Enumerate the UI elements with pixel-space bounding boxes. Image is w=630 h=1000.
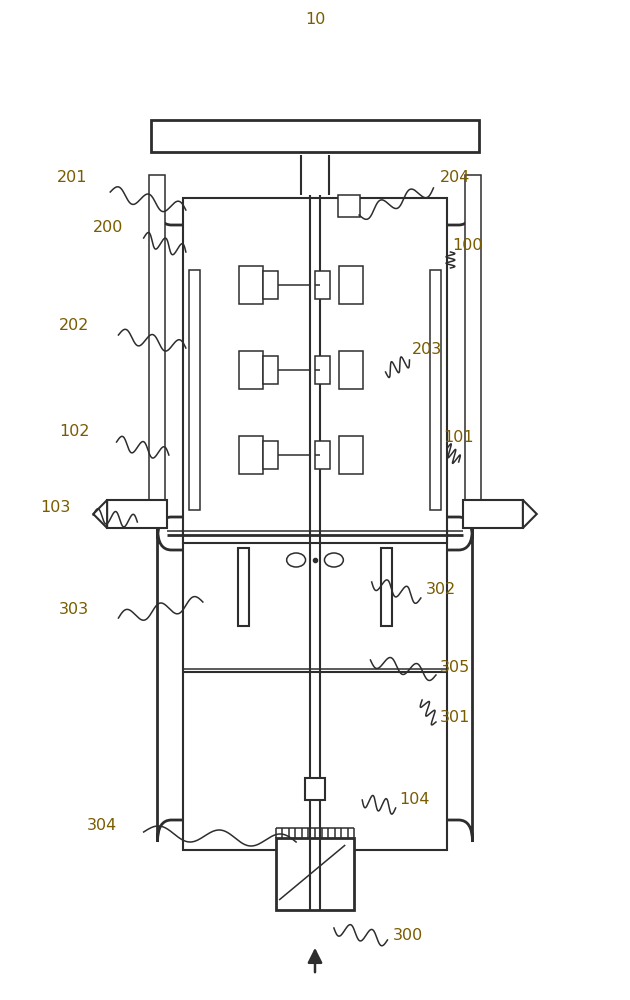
Text: 201: 201: [57, 170, 88, 185]
Ellipse shape: [324, 553, 343, 567]
Text: 302: 302: [426, 582, 456, 597]
Bar: [149, 175, 165, 528]
Text: 301: 301: [440, 710, 470, 726]
Bar: [238, 548, 249, 626]
Bar: [315, 441, 330, 469]
Text: 103: 103: [40, 500, 71, 516]
Bar: [263, 441, 278, 469]
Bar: [239, 351, 263, 389]
Bar: [381, 548, 392, 626]
Bar: [263, 271, 278, 299]
Ellipse shape: [287, 553, 306, 567]
Bar: [305, 778, 325, 800]
Bar: [315, 356, 330, 384]
Text: 202: 202: [59, 318, 89, 332]
Text: 102: 102: [59, 424, 89, 439]
Bar: [465, 175, 481, 528]
Polygon shape: [107, 500, 167, 528]
Text: 10: 10: [305, 12, 325, 27]
Bar: [339, 266, 363, 304]
Bar: [339, 436, 363, 474]
Bar: [263, 356, 278, 384]
Text: 101: 101: [444, 430, 474, 446]
Text: 104: 104: [399, 793, 430, 808]
Polygon shape: [463, 500, 523, 528]
Bar: [239, 266, 263, 304]
Text: 305: 305: [440, 661, 470, 676]
Text: 303: 303: [59, 602, 89, 617]
Bar: [339, 351, 363, 389]
Bar: [239, 436, 263, 474]
Polygon shape: [523, 500, 537, 528]
Text: 100: 100: [452, 237, 483, 252]
FancyBboxPatch shape: [158, 203, 472, 539]
Bar: [183, 198, 447, 543]
Text: 204: 204: [440, 170, 470, 185]
Bar: [189, 270, 200, 510]
Bar: [430, 270, 441, 510]
Bar: [183, 530, 447, 850]
Bar: [276, 838, 354, 910]
Text: 304: 304: [87, 817, 117, 832]
Text: 300: 300: [393, 928, 423, 942]
Text: 200: 200: [93, 221, 123, 235]
Text: 203: 203: [412, 342, 442, 358]
FancyBboxPatch shape: [158, 528, 472, 842]
Bar: [315, 271, 330, 299]
Bar: [338, 195, 360, 217]
Bar: [151, 120, 479, 152]
Polygon shape: [93, 500, 107, 528]
